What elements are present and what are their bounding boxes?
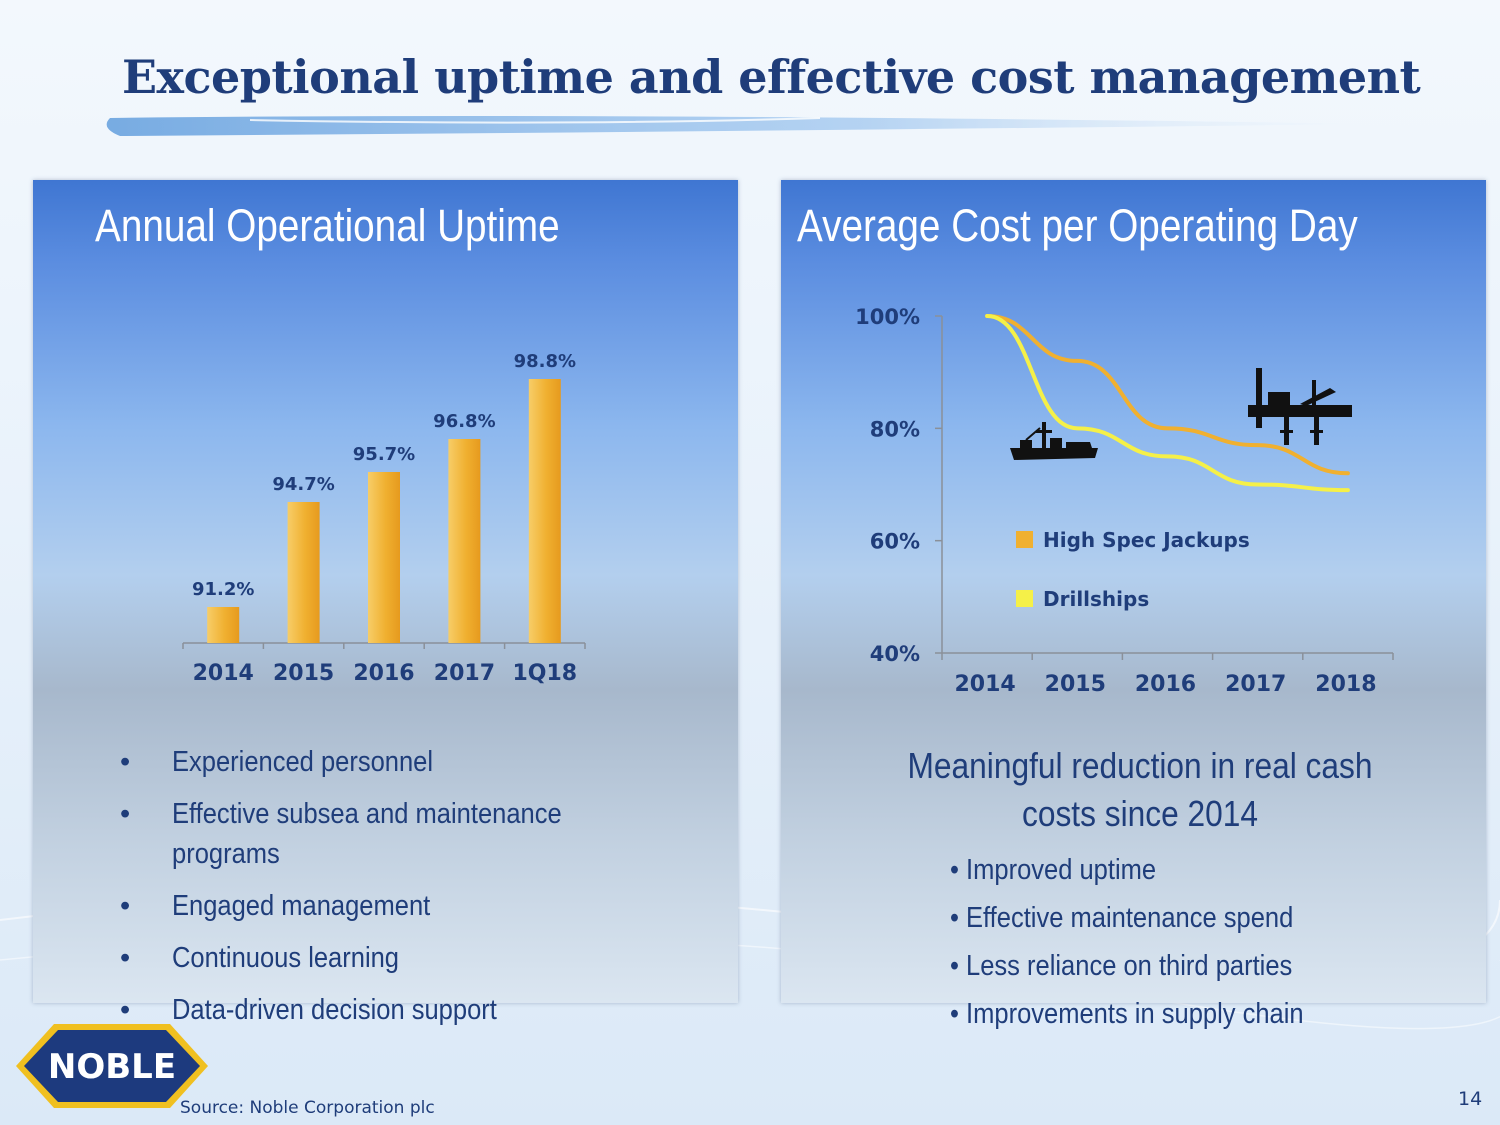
cost-headline: Meaningful reduction in real cash costs … [907, 745, 1373, 834]
legend-swatch [1016, 531, 1033, 548]
cost-panel-title: Average Cost per Operating Day [797, 200, 1358, 251]
uptime-bar [448, 439, 481, 643]
list-item: • Less reliance on third parties [950, 950, 1293, 982]
drillship-icon [1010, 422, 1098, 460]
uptime-panel-title: Annual Operational Uptime [95, 200, 560, 251]
page-number: 14 [1458, 1088, 1483, 1110]
list-item: • Improvements in supply chain [950, 998, 1304, 1030]
line-y-tick-label: 100% [855, 305, 920, 329]
legend-label: Drillships [1043, 587, 1149, 611]
uptime-bar [528, 379, 561, 643]
list-item: • Improved uptime [950, 854, 1157, 886]
bar-category-label: 2016 [353, 661, 414, 686]
uptime-bar [368, 472, 400, 643]
line-y-tick-label: 80% [870, 417, 920, 441]
cost-panel [781, 180, 1486, 1003]
uptime-bar [287, 502, 320, 643]
list-item: • Experienced personnel [120, 746, 434, 778]
list-item: • Continuous learning [120, 942, 400, 974]
line-y-tick-label: 40% [870, 642, 920, 666]
line-x-tick-label: 2014 [954, 672, 1015, 697]
line-x-tick-label: 2015 [1045, 672, 1106, 697]
line-x-tick-label: 2018 [1315, 672, 1376, 697]
bar-data-label: 98.8% [514, 351, 576, 372]
series-line [985, 314, 1350, 476]
legend-label: High Spec Jackups [1043, 528, 1250, 552]
uptime-bullets: • Experienced personnel • Effective subsea… [120, 742, 692, 1042]
bar-data-label: 91.2% [192, 579, 254, 600]
line-x-tick-label: 2016 [1135, 672, 1196, 697]
list-item: • Effective subsea and maintenance progra… [120, 798, 562, 870]
list-item: • Engaged management [120, 890, 431, 922]
jackup-rig-icon [1248, 368, 1352, 445]
cost-points: • Improved uptime • Effective maintenanc… [950, 846, 1352, 1038]
bar-category-label: 1Q18 [512, 661, 577, 686]
slide-title: Exceptional uptime and effective cost ma… [122, 50, 1421, 104]
line-y-tick-label: 60% [870, 530, 920, 554]
list-item: • Effective maintenance spend [950, 902, 1294, 934]
uptime-bar [207, 607, 240, 643]
line-x-tick-label: 2017 [1225, 672, 1286, 697]
bar-category-label: 2015 [273, 661, 334, 686]
logo-text: NOBLE [48, 1047, 176, 1087]
bar-data-label: 96.8% [433, 411, 495, 432]
bar-data-label: 95.7% [353, 444, 415, 465]
noble-logo: NOBLE [16, 1024, 208, 1108]
list-item: • Data-driven decision support [120, 994, 497, 1026]
bar-data-label: 94.7% [272, 474, 334, 495]
series-line [985, 314, 1350, 493]
source-note: Source: Noble Corporation plc [180, 1098, 435, 1118]
legend-swatch [1016, 590, 1033, 607]
bar-category-label: 2017 [434, 661, 495, 686]
bar-category-label: 2014 [193, 661, 254, 686]
